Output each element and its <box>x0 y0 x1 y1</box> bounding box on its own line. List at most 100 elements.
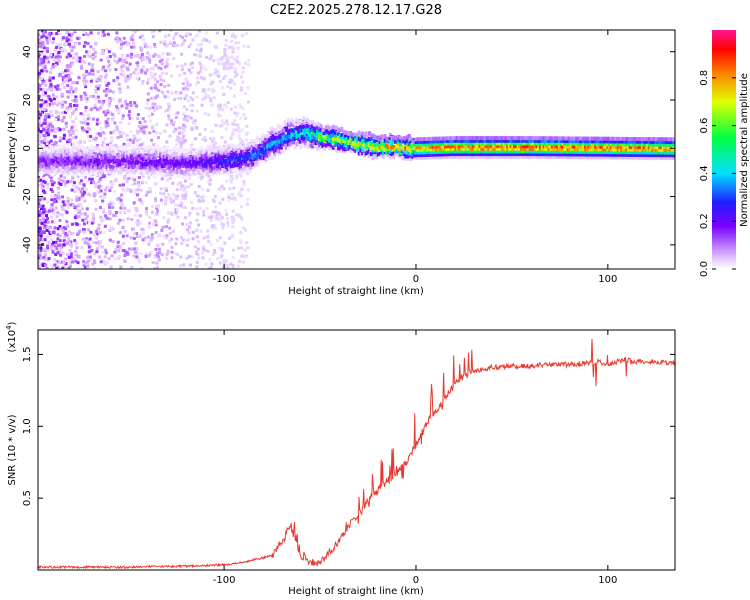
noise-cell <box>128 110 132 114</box>
noise-cell <box>137 184 141 188</box>
noise-cell <box>67 38 71 42</box>
noise-cell <box>102 208 106 212</box>
noise-cell <box>68 138 72 142</box>
noise-cell <box>121 187 125 191</box>
noise-cell <box>82 76 86 80</box>
ridge-cell <box>416 155 420 160</box>
noise-cell <box>173 33 177 37</box>
noise-cell <box>93 252 97 256</box>
ridge-cell <box>354 148 358 153</box>
noise-cell <box>163 42 167 46</box>
ridge-cell <box>469 154 473 159</box>
noise-cell <box>94 97 98 101</box>
ridge-cell <box>260 133 264 138</box>
noise-cell <box>108 238 112 242</box>
noise-cell <box>83 241 87 245</box>
ridge-cell <box>43 158 47 163</box>
noise-cell <box>108 101 112 105</box>
ridge-cell <box>426 155 430 160</box>
noise-cell <box>56 196 60 200</box>
ridge-cell <box>336 146 340 151</box>
ridge-cell <box>400 145 404 150</box>
ridge-cell <box>416 153 420 158</box>
ridge-cell <box>473 144 477 149</box>
noise-cell <box>122 73 126 77</box>
noise-cell <box>83 60 87 64</box>
ridge-cell <box>155 165 159 170</box>
ridge-cell <box>390 152 394 157</box>
noise-cell <box>126 217 130 221</box>
noise-cell <box>241 141 245 145</box>
ridge-cell <box>266 153 270 158</box>
noise-cell <box>72 203 76 207</box>
ridge-cell <box>65 148 69 153</box>
noise-cell <box>135 138 139 142</box>
noise-cell <box>93 164 97 168</box>
ridge-cell <box>404 136 408 141</box>
noise-cell <box>242 44 246 48</box>
noise-cell <box>100 34 104 38</box>
noise-cell <box>158 59 162 63</box>
ridge-cell <box>478 144 482 149</box>
ridge-cell <box>62 170 66 175</box>
ridge-cell <box>228 151 232 156</box>
ridge-cell <box>383 138 387 143</box>
noise-cell <box>77 230 81 234</box>
ridge-cell <box>254 153 258 158</box>
noise-cell <box>71 81 75 85</box>
ridge-cell <box>395 149 399 154</box>
noise-cell <box>190 200 194 204</box>
noise-cell <box>87 62 91 66</box>
noise-cell <box>194 34 198 38</box>
ridge-cell <box>103 153 107 158</box>
noise-cell <box>217 74 221 78</box>
noise-cell <box>112 130 116 134</box>
noise-cell <box>71 176 75 180</box>
noise-cell <box>51 143 55 147</box>
noise-cell <box>50 198 54 202</box>
noise-cell <box>136 131 140 135</box>
ridge-cell <box>349 148 353 153</box>
noise-cell <box>160 90 164 94</box>
ridge-cell <box>131 160 135 165</box>
ridge-cell <box>79 144 83 149</box>
ridge-cell <box>76 158 80 163</box>
ridge-cell <box>117 170 121 175</box>
ridge-cell <box>276 123 280 128</box>
noise-cell <box>46 49 50 53</box>
noise-cell <box>45 246 49 250</box>
ridge-cell <box>373 134 377 139</box>
ridge-cell <box>404 140 408 145</box>
noise-cell <box>146 235 150 239</box>
ridge-cell <box>300 124 304 129</box>
noise-cell <box>195 265 199 269</box>
noise-cell <box>224 208 228 212</box>
ridge-cell <box>81 145 85 150</box>
noise-cell <box>163 186 167 190</box>
ridge-cell <box>38 158 42 163</box>
noise-cell <box>62 260 66 264</box>
ridge-cell <box>233 157 237 162</box>
noise-cell <box>41 32 45 36</box>
ridge-cell <box>428 155 432 160</box>
noise-cell <box>180 43 184 47</box>
noise-cell <box>46 128 50 132</box>
noise-cell <box>118 98 122 102</box>
ridge-cell <box>86 154 90 159</box>
ridge-cell <box>186 148 190 153</box>
ridge-cell <box>45 160 49 165</box>
noise-cell <box>135 209 139 213</box>
ridge-cell <box>269 144 273 149</box>
noise-cell <box>90 248 94 252</box>
ridge-cell <box>174 155 178 160</box>
ridge-cell <box>162 168 166 173</box>
ridge-cell <box>482 146 486 151</box>
noise-cell <box>224 56 228 60</box>
noise-cell <box>125 138 129 142</box>
ridge-cell <box>233 151 237 156</box>
ridge-cell <box>200 145 204 150</box>
noise-cell <box>172 36 176 40</box>
noise-cell <box>119 43 123 47</box>
noise-cell <box>139 252 143 256</box>
ridge-cell <box>450 138 454 143</box>
